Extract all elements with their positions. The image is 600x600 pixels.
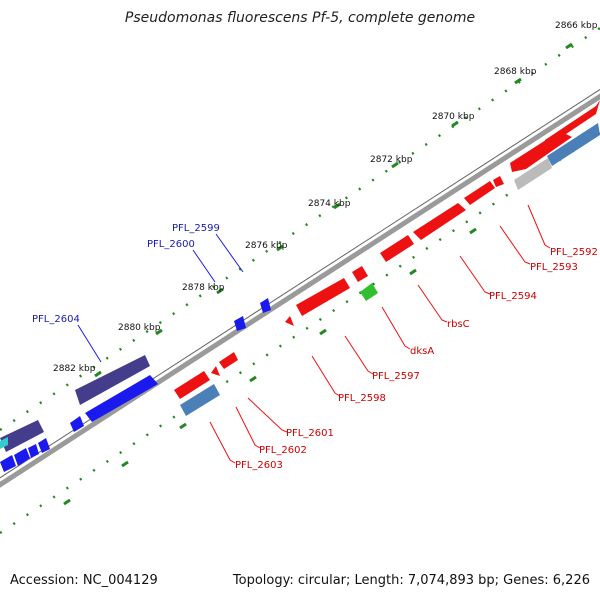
major-tick <box>565 42 573 50</box>
pseudo-gene[interactable] <box>514 158 552 190</box>
leader-line <box>311 355 341 397</box>
leader-line <box>77 324 102 363</box>
major-ticks <box>63 42 573 506</box>
major-tick <box>216 287 224 295</box>
gene-pfl-2602[interactable] <box>211 366 220 376</box>
gene-left-operon[interactable] <box>0 420 44 452</box>
backbone-line <box>0 93 600 488</box>
leader-line <box>192 249 216 283</box>
gene-pfl-2599[interactable] <box>260 298 271 313</box>
gene-pfl-2606[interactable] <box>70 416 84 432</box>
backbone-edge <box>0 88 600 479</box>
leader-line <box>209 421 236 464</box>
scale-label: 2880 kbp <box>118 323 161 333</box>
gene-pfl-2598[interactable] <box>285 316 294 326</box>
major-tick <box>63 498 71 506</box>
major-tick <box>121 460 129 468</box>
gene-pfl-2605[interactable] <box>85 375 158 422</box>
major-tick <box>179 422 187 430</box>
gene-label[interactable]: PFL_2597 <box>372 371 420 382</box>
gene-pfl-2591[interactable] <box>545 100 600 148</box>
leader-line <box>215 233 244 273</box>
forward-leader-lines <box>209 204 551 464</box>
map-title: Pseudomonas fluorescens Pf-5, complete g… <box>124 10 476 26</box>
major-tick <box>319 328 327 336</box>
leader-line <box>344 335 374 375</box>
leader-line <box>417 284 448 323</box>
gene-left-2[interactable] <box>14 448 30 466</box>
gene-left-cyan[interactable] <box>0 437 8 449</box>
scale-label: 2876 kbp <box>245 241 288 251</box>
reverse-gene-labels: PFL_2599 PFL_2600 PFL_2604 <box>32 223 220 325</box>
gene-pfl-2600[interactable] <box>234 316 246 331</box>
leader-line <box>381 306 411 350</box>
leader-line <box>527 204 551 249</box>
gene-left-4[interactable] <box>38 438 50 453</box>
scale-label: 2866 kbp <box>555 21 598 31</box>
forward-features <box>180 123 600 416</box>
scale-label: 2870 kbp <box>432 112 475 122</box>
gene-label[interactable]: dksA <box>410 346 434 357</box>
gene-rbsC[interactable] <box>413 203 466 240</box>
operon-block-2[interactable] <box>180 384 220 416</box>
major-tick <box>409 268 417 276</box>
gene-label[interactable]: PFL_2599 <box>172 223 220 234</box>
gene-label[interactable]: PFL_2600 <box>147 239 195 250</box>
gene-label[interactable]: rbsC <box>447 319 470 330</box>
inner-minor-ticks <box>0 131 600 535</box>
major-tick <box>249 375 257 383</box>
forward-gene-labels: PFL_2592 PFL_2593 PFL_2594 rbsC dksA PFL… <box>235 247 598 471</box>
gene-pfl-2594[interactable] <box>464 181 495 205</box>
gene-label[interactable]: PFL_2593 <box>530 262 578 273</box>
gene-pfl-2592[interactable] <box>510 131 572 172</box>
gene-label[interactable]: PFL_2601 <box>286 428 334 439</box>
scale-label: 2872 kbp <box>370 155 413 165</box>
major-tick <box>276 244 284 252</box>
gene-label[interactable]: PFL_2603 <box>235 460 283 471</box>
scale-label: 2874 kbp <box>308 199 351 209</box>
major-tick <box>451 120 459 128</box>
reverse-genes <box>0 298 271 472</box>
leader-line <box>247 397 288 433</box>
operon-block[interactable] <box>547 123 600 166</box>
gene-pfl-2597[interactable] <box>296 278 350 316</box>
scale-label: 2878 kbp <box>182 283 225 293</box>
scale-labels: 2866 kbp 2868 kbp 2870 kbp 2872 kbp 2874… <box>53 21 598 374</box>
gene-label[interactable]: PFL_2592 <box>550 247 598 258</box>
gene-left-3[interactable] <box>28 444 39 458</box>
inner-tick-track <box>0 131 600 535</box>
accession-label: Accession: NC_004129 <box>10 573 158 588</box>
gene-label[interactable]: PFL_2604 <box>32 314 80 325</box>
gene-pfl-2601[interactable] <box>219 352 238 369</box>
gene-pfl-2603[interactable] <box>174 371 210 399</box>
genome-summary: Topology: circular; Length: 7,074,893 bp… <box>232 573 590 588</box>
leader-line <box>499 225 531 265</box>
scale-label: 2868 kbp <box>494 67 537 77</box>
gene-pfl-2593[interactable] <box>493 176 504 187</box>
gene-pfl-2604[interactable] <box>75 355 150 405</box>
leader-line <box>459 255 491 295</box>
major-tick <box>94 370 102 378</box>
leader-line <box>235 406 261 449</box>
rna-dksA[interactable] <box>360 283 378 301</box>
major-tick <box>333 202 341 210</box>
major-tick <box>514 77 522 85</box>
gene-label[interactable]: PFL_2594 <box>489 291 537 302</box>
gene-pfl-2596b[interactable] <box>352 266 368 282</box>
scale-label: 2882 kbp <box>53 364 96 374</box>
gene-left-1[interactable] <box>0 455 16 472</box>
gene-label[interactable]: PFL_2598 <box>338 393 386 404</box>
major-tick <box>391 161 399 169</box>
gene-label[interactable]: PFL_2602 <box>259 445 307 456</box>
forward-genes <box>174 100 600 399</box>
gene-pfl-2596[interactable] <box>380 235 414 262</box>
major-tick <box>155 328 163 336</box>
major-tick <box>469 227 477 235</box>
reverse-leader-lines <box>77 233 244 363</box>
